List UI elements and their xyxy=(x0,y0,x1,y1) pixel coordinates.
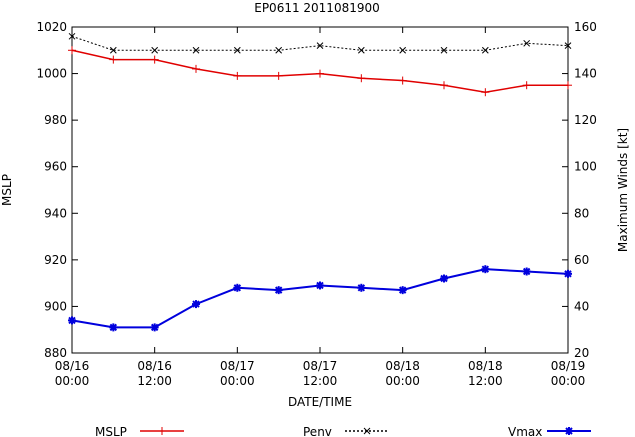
data-point-vmax xyxy=(68,316,76,325)
y2-axis: 20 40 60 80 100 120 140 160 xyxy=(562,20,597,360)
y-axis-label: MSLP xyxy=(0,174,14,206)
x-tick-label-time: 12:00 xyxy=(468,374,503,388)
data-point-penv xyxy=(481,46,489,54)
data-point-penv xyxy=(523,39,531,47)
legend-label-vmax: Vmax xyxy=(508,425,542,437)
data-point-penv xyxy=(357,46,365,54)
data-point-mslp xyxy=(192,64,200,73)
data-point-mslp xyxy=(398,76,407,85)
y-tick-label: 900 xyxy=(44,299,67,313)
data-point-penv xyxy=(68,32,76,40)
data-point-penv xyxy=(440,46,448,54)
y2-tick-label: 140 xyxy=(574,67,597,81)
x-tick-label-date: 08/17 xyxy=(303,359,338,373)
y-tick-label: 960 xyxy=(44,160,67,174)
x-tick-label-time: 00:00 xyxy=(55,374,90,388)
y-tick-label: 1020 xyxy=(36,20,67,34)
data-point-vmax xyxy=(316,281,324,290)
data-point-penv xyxy=(109,46,117,54)
data-point-vmax xyxy=(233,283,242,292)
x-tick-label-date: 08/16 xyxy=(137,359,172,373)
y-tick-label: 920 xyxy=(44,253,67,267)
y2-tick-label: 160 xyxy=(574,20,597,34)
x-tick-label-date: 08/19 xyxy=(551,359,586,373)
x-tick-label-date: 08/17 xyxy=(220,359,255,373)
legend-label-penv: Penv xyxy=(303,425,332,437)
data-point-vmax xyxy=(522,267,531,276)
data-point-vmax xyxy=(398,286,407,295)
x-tick-label-date: 08/16 xyxy=(55,359,90,373)
x-axis: 08/1600:0008/1612:0008/1700:0008/1712:00… xyxy=(55,27,586,388)
y2-tick-label: 120 xyxy=(574,113,597,127)
y-axis: 880 900 920 940 960 980 1000 1020 xyxy=(36,20,78,360)
data-point-vmax xyxy=(564,269,572,278)
y-tick-label: 980 xyxy=(44,113,67,127)
data-point-mslp xyxy=(481,88,490,97)
data-point-penv xyxy=(316,42,324,49)
data-point-penv xyxy=(564,42,572,49)
x-tick-label-date: 08/18 xyxy=(468,359,503,373)
x-tick-label-date: 08/18 xyxy=(385,359,420,373)
legend-marker-penv xyxy=(363,427,371,435)
y2-tick-label: 100 xyxy=(574,160,597,174)
data-point-mslp xyxy=(274,71,283,80)
x-tick-label-time: 00:00 xyxy=(220,374,255,388)
y2-tick-label: 60 xyxy=(574,253,589,267)
x-tick-label-time: 12:00 xyxy=(303,374,338,388)
x-tick-label-time: 00:00 xyxy=(385,374,420,388)
y2-tick-label: 40 xyxy=(574,299,589,313)
data-point-penv xyxy=(151,46,159,54)
series-line-penv xyxy=(71,35,569,51)
data-point-mslp xyxy=(316,69,324,78)
data-point-mslp xyxy=(564,81,572,90)
data-point-mslp xyxy=(522,81,531,90)
data-point-penv xyxy=(233,46,241,54)
data-point-mslp xyxy=(440,81,448,90)
y-tick-label: 880 xyxy=(44,346,67,360)
y-tick-label: 940 xyxy=(44,206,67,220)
series-layer xyxy=(68,32,572,332)
y2-tick-label: 20 xyxy=(574,346,589,360)
data-point-vmax xyxy=(481,265,490,274)
data-point-mslp xyxy=(233,71,242,80)
data-point-vmax xyxy=(109,323,118,332)
x-tick-label-time: 12:00 xyxy=(137,374,172,388)
data-point-vmax xyxy=(357,283,366,292)
data-point-mslp xyxy=(357,74,366,83)
data-point-mslp xyxy=(150,55,159,64)
y-tick-label: 1000 xyxy=(36,67,67,81)
legend-marker-mslp xyxy=(158,427,166,435)
data-point-penv xyxy=(275,46,283,54)
legend: MSLP Penv Vmax xyxy=(95,425,591,437)
y2-axis-label: Maximum Winds [kt] xyxy=(616,128,630,252)
legend-marker-vmax xyxy=(565,427,573,435)
data-point-penv xyxy=(399,46,407,54)
data-point-penv xyxy=(192,46,200,54)
legend-label-mslp: MSLP xyxy=(95,425,127,437)
data-point-vmax xyxy=(440,274,448,283)
y2-tick-label: 80 xyxy=(574,206,589,220)
data-point-vmax xyxy=(150,323,159,332)
data-point-vmax xyxy=(274,286,283,295)
x-axis-label: DATE/TIME xyxy=(288,395,352,409)
x-tick-label-time: 00:00 xyxy=(551,374,586,388)
data-point-vmax xyxy=(192,300,200,309)
data-point-mslp xyxy=(68,46,76,55)
chart-title: EP0611 2011081900 xyxy=(254,1,380,15)
series-line-vmax xyxy=(71,268,569,329)
data-point-mslp xyxy=(109,55,118,64)
